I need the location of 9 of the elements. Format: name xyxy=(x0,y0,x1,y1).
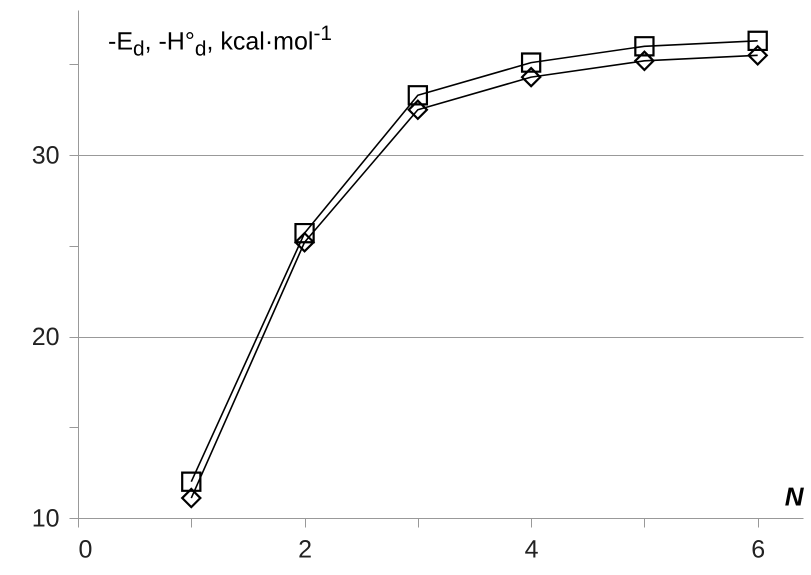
x-tick-label: 2 xyxy=(298,536,312,564)
x-tick-label: 4 xyxy=(524,536,539,564)
x-tick-label: 0 xyxy=(78,536,92,564)
y-tick-label: 30 xyxy=(32,142,60,170)
y-axis-title: -E$_{d}$, -H°$_{d}$, kcal·mol$^{-1}$ xyxy=(108,22,332,62)
y-tick-label: 20 xyxy=(32,323,60,352)
x-axis-title: N xyxy=(784,482,805,512)
y-tick-label: 10 xyxy=(32,504,60,532)
x-tick-label: 6 xyxy=(751,536,766,564)
